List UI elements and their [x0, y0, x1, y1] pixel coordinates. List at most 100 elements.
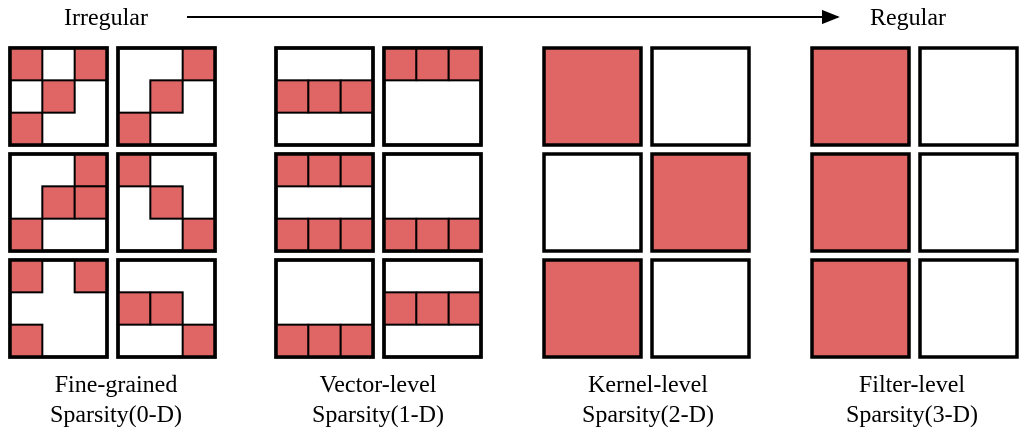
pruned-weight: [447, 217, 482, 253]
kernel: [918, 152, 1019, 253]
irregular-label: Irregular: [64, 5, 148, 31]
kernel: [382, 46, 483, 147]
kept-kernel: [918, 258, 1019, 359]
pruned-weight: [307, 153, 342, 188]
pruned-weight: [307, 323, 342, 358]
kernel-border: [8, 152, 109, 253]
caption-line-2: Sparsity(0-D): [50, 402, 182, 428]
pruned-weight: [447, 291, 482, 326]
kernel: [8, 152, 109, 253]
kernel: [116, 152, 217, 253]
kernel: [542, 46, 643, 147]
pruned-weight: [339, 323, 374, 358]
kernel-border: [116, 152, 217, 253]
caption-fine-grained: Fine-grained Sparsity(0-D): [16, 370, 216, 430]
pruned-weight: [275, 153, 310, 188]
pruned-weight: [275, 217, 310, 253]
kept-kernel: [650, 258, 751, 359]
kernel-border: [8, 258, 109, 359]
kept-kernel: [650, 46, 751, 147]
kernel: [274, 258, 375, 359]
pruned-weight: [9, 323, 44, 358]
caption-vector-level: Vector-level Sparsity(1-D): [278, 370, 478, 430]
pruned-weight: [383, 291, 418, 326]
pruned-weight: [415, 217, 450, 253]
caption-line-1: Filter-level: [858, 372, 966, 398]
kernel: [650, 46, 751, 147]
pruned-weight: [41, 79, 76, 114]
pruned-weight: [73, 47, 108, 82]
pruned-weight: [383, 217, 418, 253]
pruned-weight: [181, 47, 217, 82]
kernel-border: [8, 46, 109, 147]
kernel-border: [274, 258, 375, 359]
caption-line-1: Kernel-level: [588, 372, 708, 398]
kept-kernel: [542, 152, 643, 253]
pruned-weight: [73, 185, 108, 220]
regular-label: Regular: [870, 5, 946, 31]
pruned-kernel: [810, 46, 911, 147]
pruned-weight: [339, 153, 374, 188]
kernel: [810, 152, 911, 253]
kernel-border: [382, 152, 483, 253]
pruned-weight: [117, 111, 152, 146]
pruned-weight: [275, 79, 310, 114]
pruned-kernel: [542, 258, 643, 359]
caption-line-1: Fine-grained: [54, 372, 178, 398]
pruned-weight: [9, 217, 44, 253]
pruned-weight: [73, 153, 108, 188]
kernel-border: [116, 258, 217, 359]
kernel: [918, 46, 1019, 147]
kernel: [274, 46, 375, 147]
pruned-kernel: [542, 46, 643, 147]
kernel: [382, 258, 483, 359]
pruned-weight: [117, 153, 152, 188]
pruned-kernel: [810, 152, 911, 253]
caption-kernel-level: Kernel-level Sparsity(2-D): [548, 370, 748, 430]
kernel: [650, 152, 751, 253]
kernel: [810, 258, 911, 359]
pruned-weight: [117, 291, 152, 326]
caption-line-1: Vector-level: [319, 372, 437, 398]
pruned-weight: [9, 111, 44, 146]
kernel-border: [382, 46, 483, 147]
caption-line-2: Sparsity(2-D): [582, 402, 714, 428]
pruned-weight: [9, 47, 44, 82]
kernel: [918, 258, 1019, 359]
kernel: [116, 46, 217, 147]
group-fine-grained: [8, 46, 217, 359]
group-vector-level: [274, 46, 483, 359]
pruned-weight: [149, 185, 184, 220]
kernel: [8, 258, 109, 359]
pruned-weight: [339, 217, 374, 253]
kernel: [382, 152, 483, 253]
kernel-border: [274, 46, 375, 147]
caption-line-2: Sparsity(3-D): [846, 402, 978, 428]
kernel: [116, 258, 217, 359]
pruned-weight: [181, 323, 217, 358]
pruned-weight: [415, 291, 450, 326]
pruned-weight: [415, 47, 450, 82]
pruned-kernel: [650, 152, 751, 253]
kernel-border: [116, 46, 217, 147]
caption-filter-level: Filter-level Sparsity(3-D): [812, 370, 1012, 430]
pruned-kernel: [810, 258, 911, 359]
pruned-weight: [181, 217, 217, 253]
group-kernel-level: [542, 46, 751, 359]
kernel: [542, 152, 643, 253]
kernel-border: [274, 152, 375, 253]
kernel: [650, 258, 751, 359]
pruned-weight: [149, 79, 184, 114]
caption-line-2: Sparsity(1-D): [312, 402, 444, 428]
pruned-weight: [149, 291, 184, 326]
kernel: [274, 152, 375, 253]
pruned-weight: [9, 259, 44, 294]
pruned-weight: [73, 259, 108, 294]
pruned-weight: [307, 79, 342, 114]
group-filter-level: [810, 46, 1019, 359]
kernel: [542, 258, 643, 359]
pruned-weight: [307, 217, 342, 253]
kernel: [8, 46, 109, 147]
